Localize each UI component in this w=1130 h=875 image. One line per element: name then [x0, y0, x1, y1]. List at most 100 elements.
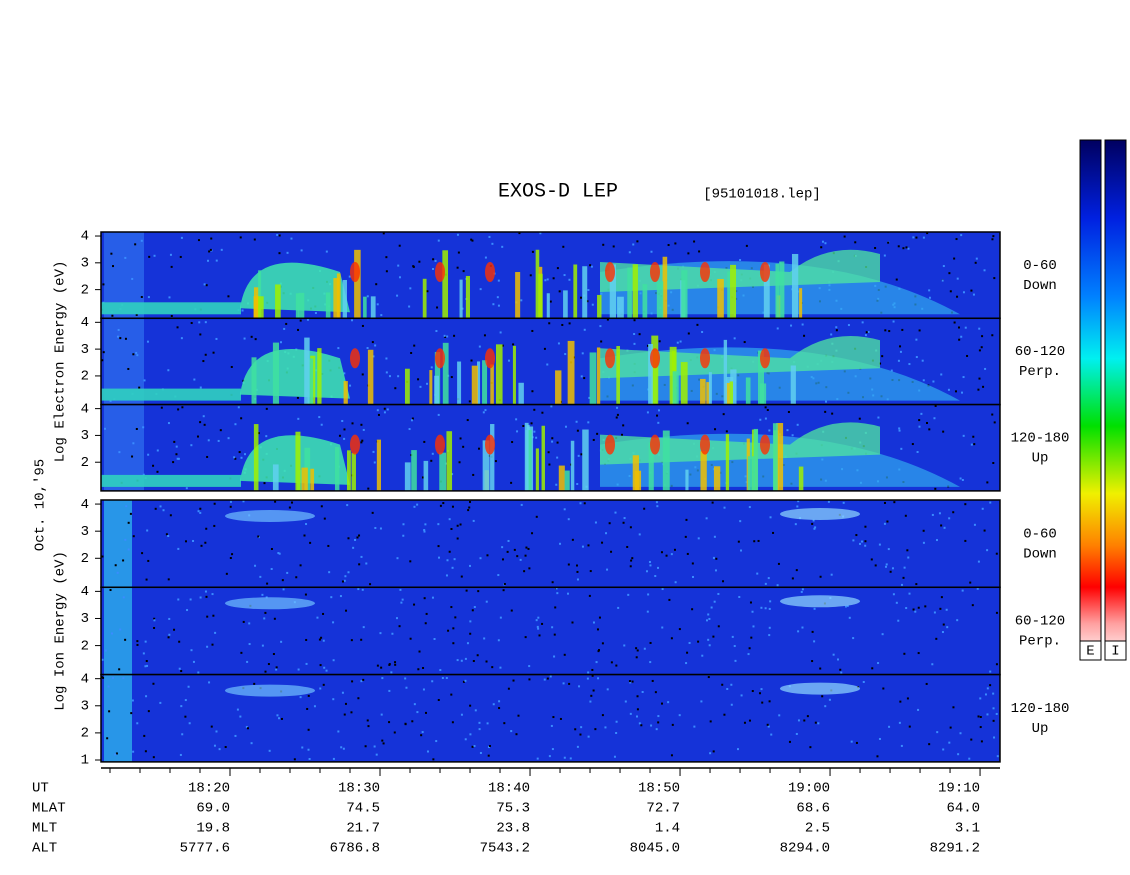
spectrogram-texture [953, 257, 956, 260]
spectrogram-texture [119, 337, 122, 340]
spectrogram-texture [319, 664, 322, 667]
spectrogram-texture [940, 524, 943, 527]
spectrogram-texture [632, 264, 638, 319]
spectrogram-texture [657, 421, 660, 424]
spectrogram-texture [358, 563, 361, 566]
spectrogram-texture [465, 275, 470, 319]
spectrogram-texture [575, 420, 578, 423]
spectrogram-texture [901, 328, 904, 331]
spectrogram-texture [357, 588, 360, 591]
spectrogram-texture [786, 429, 789, 432]
spectrogram-texture [278, 252, 281, 255]
spectrogram-texture [700, 378, 706, 405]
spectrogram-texture [748, 506, 751, 509]
spectrogram-texture [186, 609, 189, 612]
row-value: 72.7 [646, 801, 680, 817]
y-tick-label: 3 [81, 698, 89, 714]
spectrogram-texture [373, 461, 376, 464]
spectrogram-texture [435, 330, 438, 333]
spectrogram-texture [380, 666, 383, 669]
spectrogram-texture [419, 385, 422, 388]
spectrogram-texture [918, 419, 921, 422]
spectrogram-texture [459, 279, 463, 319]
spectrogram-texture [931, 663, 934, 666]
spectrogram-texture [135, 351, 138, 354]
spectrogram-texture [229, 505, 232, 508]
spectrogram-texture [665, 554, 668, 557]
spectrogram-texture [897, 619, 900, 622]
spectrogram-texture [370, 296, 376, 319]
spectrogram-texture [811, 630, 814, 633]
spectrogram-texture [491, 242, 494, 245]
spectrogram-texture [156, 449, 159, 452]
spectrogram-texture [854, 241, 857, 244]
spectrogram-texture [510, 481, 513, 484]
spectrogram-texture [570, 440, 575, 491]
spectrogram-texture [424, 523, 427, 526]
spectrogram-texture [409, 287, 412, 290]
spectrogram-texture [824, 705, 827, 708]
y-tick-label: 3 [81, 611, 89, 627]
spectrogram-texture [646, 610, 649, 613]
spectrogram-texture [136, 354, 139, 357]
spectrogram-texture [508, 359, 511, 362]
spectrogram-texture [649, 564, 652, 567]
spectrogram-texture [579, 502, 582, 505]
spectrogram-texture [458, 461, 461, 464]
spectrogram-texture [648, 442, 654, 491]
spectrogram-texture [696, 323, 699, 326]
spectrogram-texture [412, 265, 415, 268]
spectrogram-texture [643, 507, 646, 510]
spectrogram-texture [343, 372, 346, 375]
spectrogram-texture [583, 377, 586, 380]
spectrogram-texture [955, 238, 958, 241]
spectrogram-texture [499, 666, 502, 669]
spectrogram-texture [959, 732, 962, 735]
spectrogram-texture [970, 443, 973, 446]
spectrogram-texture [363, 296, 367, 319]
row-value: 8291.2 [930, 841, 980, 857]
spectrogram-texture [606, 568, 609, 571]
spectrogram-texture [404, 677, 407, 680]
spectrogram-texture [401, 598, 404, 601]
spectrogram-texture [492, 703, 495, 706]
spectrogram-texture [402, 523, 405, 526]
spectrogram-texture [693, 725, 696, 728]
spectrogram-texture [420, 734, 423, 737]
spectrogram-texture [591, 303, 594, 306]
spectrogram-texture [492, 303, 495, 306]
spectrogram-texture [411, 450, 417, 491]
spectrogram-texture [205, 527, 208, 530]
spectrogram-texture [225, 597, 315, 610]
spectrogram-texture [512, 345, 516, 405]
spectrogram-texture [371, 341, 374, 344]
spectrogram-texture [993, 421, 996, 424]
spectrogram-texture [316, 616, 319, 619]
spectrogram-texture [291, 501, 294, 504]
spectrogram-texture [903, 566, 906, 569]
spectrogram-texture [543, 678, 546, 681]
spectrogram-texture [883, 501, 886, 504]
spectrogram-texture [410, 419, 413, 422]
spectrogram-texture [436, 306, 439, 309]
spectrogram-texture [450, 527, 453, 530]
spectrogram-texture [864, 334, 867, 337]
spectrogram-texture [152, 464, 155, 467]
spectrogram-texture [218, 748, 221, 751]
spectrogram-texture [178, 667, 181, 670]
spectrogram-texture [411, 720, 414, 723]
spectrogram-texture [995, 712, 998, 715]
spectrogram-texture [467, 509, 470, 512]
spectrogram-texture [973, 523, 976, 526]
spectrogram-texture [242, 620, 245, 623]
spectrogram-texture [621, 433, 624, 436]
spectrogram-texture [445, 462, 448, 465]
spectrogram-texture [710, 606, 713, 609]
spectrogram-texture [485, 660, 488, 663]
spectrogram-texture [402, 534, 405, 537]
spectrogram-texture [918, 329, 921, 332]
spectrogram-texture [434, 375, 440, 405]
spectrogram-texture [385, 270, 388, 273]
spectrogram-texture [199, 421, 202, 424]
spectrogram-texture [276, 714, 279, 717]
